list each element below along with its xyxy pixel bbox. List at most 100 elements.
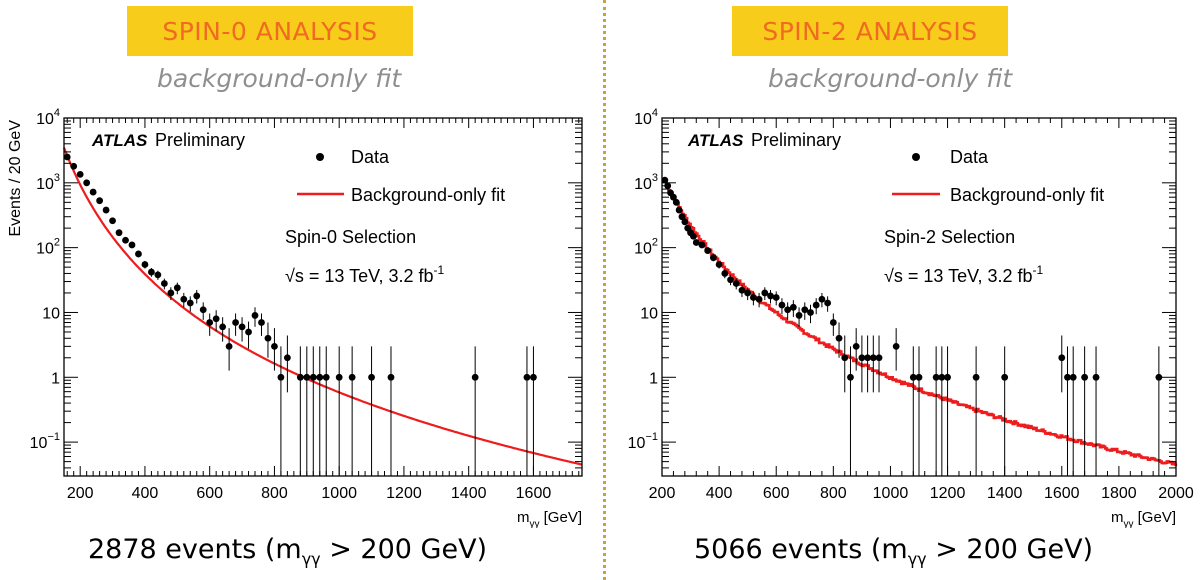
data-point (154, 271, 162, 279)
spin0-plot: 200 400 600 800 1000 1200 1400 1600104103102101… (7, 108, 583, 528)
data-point (264, 334, 272, 342)
data-point (135, 250, 142, 258)
data-point (348, 373, 356, 381)
cut-close: > 200 GeV) (926, 534, 1094, 565)
plot-frame (63, 117, 583, 477)
data-point (852, 342, 860, 350)
y-tick-label: 103 (634, 172, 658, 193)
data-point (173, 284, 181, 292)
data-point (727, 276, 734, 284)
data-point (738, 286, 746, 294)
spin2-plot: 200 400 600 800 1000 1200 1400 1600 1800 2000 104 1… (628, 108, 1194, 528)
x-tick-label: 200 (67, 485, 94, 502)
data-point (732, 280, 740, 287)
spin0-events-caption: 2878 events (mγγ > 200 GeV) (88, 534, 487, 568)
cut-close: > 200 GeV) (320, 534, 488, 565)
x-tick-label: 1400 (451, 485, 487, 502)
x-tick-label: 800 (820, 485, 847, 502)
data-point (335, 373, 343, 381)
data-point (471, 373, 479, 381)
y-tick-label: 1 (649, 370, 658, 387)
data-point (789, 303, 797, 311)
data-point (858, 354, 866, 362)
data-point (761, 289, 769, 297)
x-tick-label: 2000 (1158, 485, 1194, 502)
data-point (835, 334, 843, 342)
x-tick-label: 800 (261, 485, 288, 502)
y-tick-label: 103 (36, 172, 60, 193)
x-tick-label: 1000 (321, 485, 357, 502)
x-tick-label: 1400 (987, 485, 1023, 502)
x-tick-label: 1800 (1101, 485, 1137, 502)
data-point (128, 241, 136, 249)
y-axis-title: Events / 20 GeV (7, 120, 24, 237)
data-point (698, 241, 706, 249)
x-axis-title: mγγ [GeV] (517, 509, 582, 528)
data-point (63, 153, 71, 161)
spin2-events-caption: 5066 events (mγγ > 200 GeV) (694, 534, 1093, 568)
x-tick-label: 1000 (873, 485, 909, 502)
fit-curve (62, 147, 583, 466)
data-point (219, 323, 227, 331)
data-point (1058, 354, 1066, 362)
y-tick-label: 10 (42, 305, 60, 322)
cut-sub: γγ (907, 549, 927, 569)
data-point (258, 319, 265, 326)
data-point (841, 354, 849, 362)
legend-fit-label: Background-only fit (950, 185, 1104, 205)
fit-curve (664, 180, 1178, 467)
data-point (193, 292, 201, 300)
data-point (225, 342, 233, 350)
data-point (818, 295, 826, 303)
data-point (148, 268, 155, 276)
data-point (915, 373, 923, 381)
data-point (251, 312, 259, 319)
data-point (1155, 373, 1163, 381)
data-point (83, 179, 91, 187)
preliminary-label: Preliminary (751, 130, 841, 150)
preliminary-label: Preliminary (155, 130, 245, 150)
legend-fit-label: Background-only fit (351, 185, 505, 205)
data-point (661, 176, 669, 184)
spin0-subtitle: background-only fit (157, 64, 402, 93)
spin2-panel: SPIN-2 ANALYSIS background-only fit 200 4… (606, 0, 1200, 580)
data-point (784, 306, 792, 314)
data-point (675, 206, 683, 214)
data-point (271, 342, 278, 350)
energy-label: √s = 13 TeV, 3.2 fb-1 (884, 263, 1043, 286)
x-tick-label: 600 (763, 485, 790, 502)
x-tick-label: 400 (132, 485, 159, 502)
data-point (795, 312, 803, 319)
cut-open: (m (870, 534, 908, 565)
data-point (283, 354, 291, 362)
spin0-panel: SPIN-0 ANALYSIS background-only fit 200 4… (7, 6, 583, 568)
data-point (89, 188, 97, 196)
spin2-banner: SPIN-2 ANALYSIS (732, 6, 1008, 56)
data-point (892, 342, 900, 350)
data-point (807, 309, 814, 316)
data-point (180, 295, 188, 303)
data-point (847, 373, 854, 381)
data-point (1064, 373, 1071, 381)
data-point (296, 373, 304, 381)
legend-data-label: Data (351, 147, 390, 167)
data-point (212, 315, 220, 323)
data-point (186, 299, 194, 307)
data-point (778, 301, 786, 309)
selection-label: Spin-0 Selection (285, 227, 416, 247)
energy-text: √s = 13 TeV, 3.2 fb (884, 266, 1033, 286)
data-point (1001, 373, 1009, 381)
data-point (76, 170, 84, 178)
cut-sub: γγ (301, 549, 321, 569)
energy-label: √s = 13 TeV, 3.2 fb-1 (285, 263, 444, 286)
y-tick-label: 10−1 (30, 431, 60, 452)
y-tick-label: 102 (36, 237, 60, 258)
data-point (681, 218, 689, 226)
data-point (944, 373, 951, 381)
events-count: 2878 events (88, 534, 257, 565)
data-point (755, 295, 763, 303)
y-tick-label: 10 (640, 305, 658, 322)
data-point (523, 373, 531, 381)
data-point (812, 301, 820, 309)
data-point (829, 319, 837, 326)
